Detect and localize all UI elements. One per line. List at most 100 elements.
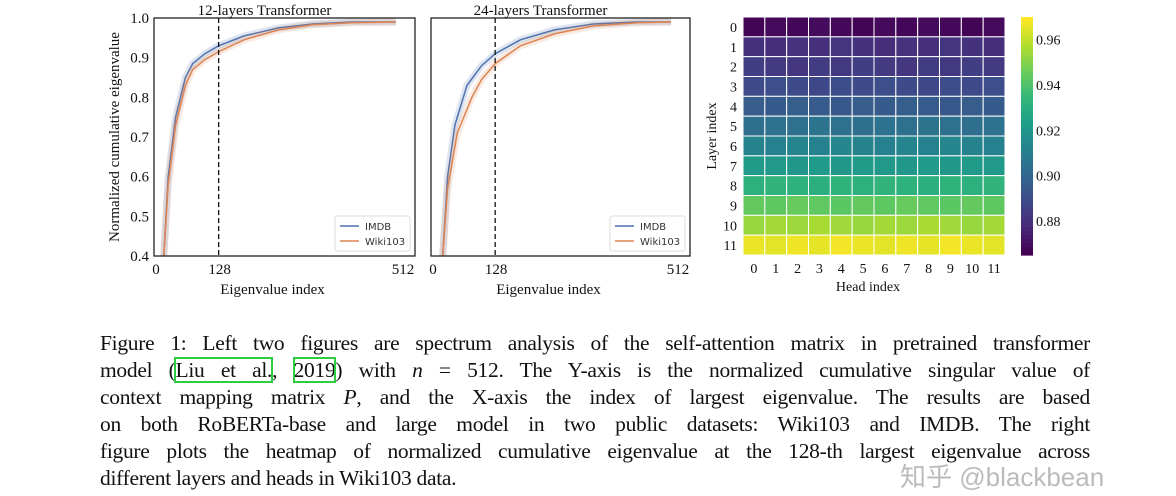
heatmap-cell [764,95,788,117]
y-tick-label: 8 [730,180,737,195]
citation-link-year[interactable]: 2019 [292,357,337,383]
colorbar-segment [1021,104,1033,109]
colorbar-segment [1021,112,1033,117]
x-tick-label: 1 [772,262,779,277]
y-tick-label: 9 [730,199,737,214]
colorbar-segment [1021,211,1033,216]
heatmap-cell [960,115,984,137]
colorbar-segment [1021,159,1033,165]
colorbar-segment [1021,167,1033,173]
colorbar-segment [1021,239,1033,244]
colorbar-segment [1021,108,1033,113]
heatmap-cell [764,36,788,58]
heatmap-cell [873,214,897,236]
heatmap-cell [851,135,875,157]
heatmap-cell [960,135,984,157]
colorbar-segment [1021,32,1033,38]
colorbar-segment [1021,187,1033,193]
heatmap-cell [764,76,788,97]
colorbar-segment [1021,227,1033,232]
colorbar: 0.88 0.90 0.92 0.94 0.96 [1021,17,1061,256]
line-chart-2: 24-layers Transformer 0 128 512 Eigenvalue i… [429,3,691,298]
colorbar-segment [1021,48,1033,54]
colorbar-segment [1021,56,1033,62]
heatmap-cell [917,175,941,197]
heatmap-cell [917,214,941,236]
legend-label: IMDB [365,222,391,233]
colorbar-tick-label: 0.88 [1036,215,1061,230]
colorbar-segment [1021,195,1033,201]
heatmap-cell [742,36,766,58]
caption-line-4: on both RoBERTa-base and large model in … [100,412,1090,436]
heatmap-cell [786,36,810,58]
legend: IMDB Wiki103 [334,215,411,252]
heatmap-cell [895,214,919,236]
y-tick-label: 1 [730,41,737,56]
caption-text: model ( [100,358,176,382]
colorbar-segment [1021,231,1033,236]
watermark: 知乎 @blackbean [900,462,1105,492]
heatmap-cell [917,76,941,97]
math-n: n [412,358,423,382]
colorbar-segment [1021,28,1033,34]
heatmap-cell [939,214,962,236]
colorbar-segment [1021,68,1033,74]
heatmap-cell [895,135,919,157]
x-tick-label: 10 [965,262,979,277]
colorbar-segment [1021,223,1033,228]
colorbar-segment [1021,60,1033,66]
y-tick-label: 4 [730,100,737,115]
y-tick-label: 0.8 [130,90,149,106]
heatmap-cell [917,56,941,78]
heatmap-cell [808,195,831,216]
x-tick-label: 3 [816,262,823,277]
colorbar-segment [1021,84,1033,89]
colorbar-segment [1021,215,1033,220]
heatmap-cell [851,155,875,177]
heatmap-cell [939,16,962,38]
heatmap-cell [939,175,962,197]
caption-line-1: Figure 1: Left two figures are spectrum … [100,331,1090,355]
heatmap-cell [917,155,941,177]
heatmap-cell [851,195,875,216]
heatmap-cell [742,16,766,38]
heatmap-cell [982,135,1006,157]
heatmap-cell [939,56,962,78]
heatmap-cell [851,234,875,256]
caption-text: , [272,358,294,382]
colorbar-segment [1021,243,1033,248]
heatmap-cell [917,115,941,137]
heatmap-cell [829,214,853,236]
heatmap-cell [939,95,962,117]
colorbar-tick-label: 0.90 [1036,170,1061,185]
heatmap-cell [786,115,810,137]
y-tick-label: 11 [724,239,737,254]
colorbar-segment [1021,151,1033,157]
colorbar-segment [1021,155,1033,161]
heatmap-cell [786,214,810,236]
heatmap-cell [851,76,875,97]
heatmap-cell [742,155,766,177]
heatmap-cell [786,76,810,97]
citation-link-author[interactable]: Liu et al. [174,357,274,383]
heatmap-cell [851,95,875,117]
heatmap-cell [786,195,810,216]
colorbar-segment [1021,203,1033,208]
legend-label: IMDB [640,222,666,233]
caption-line-3: context mapping matrix P, and the X-axis… [100,384,1090,411]
heatmap-cell [742,115,766,137]
colorbar-segment [1021,147,1033,153]
x-axis-label: Eigenvalue index [496,282,601,298]
legend-box [609,215,686,252]
colorbar-segment [1021,191,1033,197]
heatmap-cell [851,175,875,197]
colorbar-segment [1021,251,1033,256]
heatmap-cell [895,36,919,58]
chart-title: 24-layers Transformer [474,3,608,19]
heatmap-cell [873,95,897,117]
heatmap-cell [829,36,853,58]
heatmap-cell [960,155,984,177]
x-tick-label: 7 [903,262,910,277]
heatmap-cell [829,76,853,97]
heatmap-cell [808,16,831,38]
